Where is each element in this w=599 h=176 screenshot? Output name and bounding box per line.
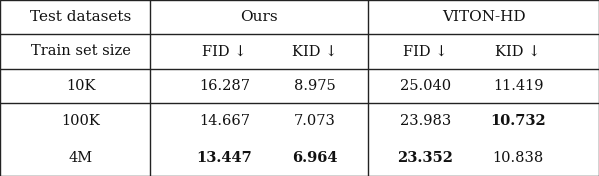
Text: 10.838: 10.838: [492, 150, 544, 165]
Text: VITON-HD: VITON-HD: [442, 10, 525, 24]
Text: KID ↓: KID ↓: [292, 45, 337, 58]
Text: 11.419: 11.419: [493, 79, 543, 93]
Text: 25.040: 25.040: [400, 79, 451, 93]
Text: 10.732: 10.732: [490, 114, 546, 128]
Text: 23.352: 23.352: [397, 150, 453, 165]
Text: Train set size: Train set size: [31, 45, 131, 58]
Text: KID ↓: KID ↓: [495, 45, 541, 58]
Text: 14.667: 14.667: [199, 114, 250, 128]
Text: FID ↓: FID ↓: [403, 45, 447, 58]
Text: 6.964: 6.964: [292, 150, 337, 165]
Text: Test datasets: Test datasets: [30, 10, 132, 24]
Text: Ours: Ours: [240, 10, 278, 24]
Text: 13.447: 13.447: [196, 150, 253, 165]
Text: 4M: 4M: [69, 150, 93, 165]
Text: 7.073: 7.073: [294, 114, 335, 128]
Text: 16.287: 16.287: [199, 79, 250, 93]
Text: 8.975: 8.975: [294, 79, 335, 93]
Text: 100K: 100K: [62, 114, 100, 128]
Text: 23.983: 23.983: [400, 114, 451, 128]
Text: FID ↓: FID ↓: [202, 45, 247, 58]
Text: 10K: 10K: [66, 79, 96, 93]
